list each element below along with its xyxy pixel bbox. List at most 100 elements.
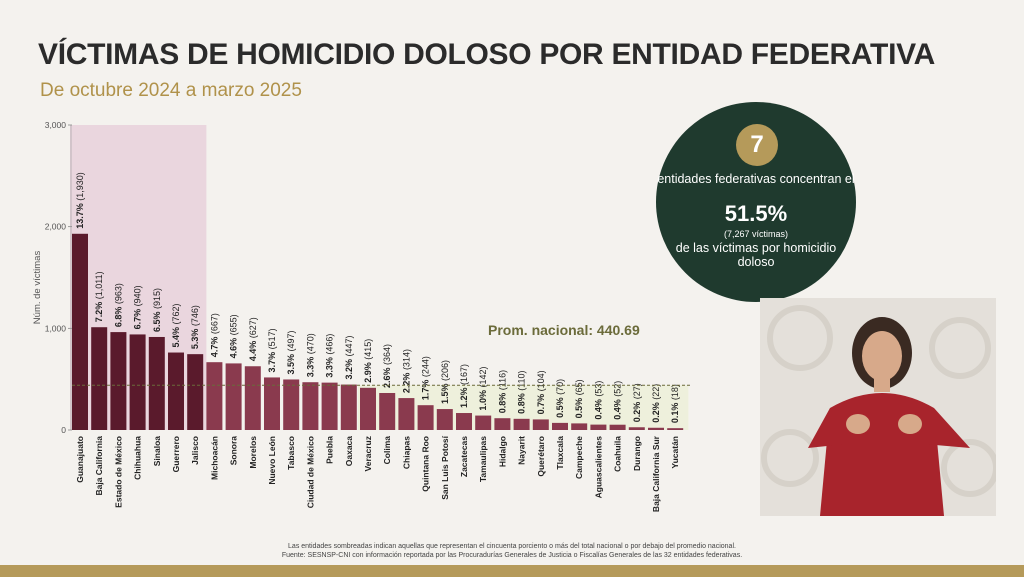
bar-value-label: 0.5% (70) xyxy=(555,379,565,418)
bar xyxy=(244,366,261,430)
x-category-label: Guerrero xyxy=(171,436,181,472)
bar-value-label: 2.6% (364) xyxy=(382,344,392,388)
callout-victims-note: (7,267 víctimas) xyxy=(723,229,789,239)
bar xyxy=(225,363,242,430)
x-category-label: Campeche xyxy=(574,436,584,479)
bar-value-label: 3.3% (470) xyxy=(305,333,315,377)
bar xyxy=(187,354,204,430)
bar xyxy=(360,387,376,430)
x-category-label: Baja California xyxy=(94,436,104,496)
x-category-label: Ciudad de México xyxy=(305,436,315,508)
x-category-label: Michoacán xyxy=(209,436,219,480)
y-tick-label: 3,000 xyxy=(45,120,67,130)
bar-value-label: 6.8% (963) xyxy=(113,283,123,327)
bar-value-label: 0.2% (22) xyxy=(651,384,661,423)
x-category-label: Colima xyxy=(382,436,392,465)
bar xyxy=(340,384,357,430)
bar xyxy=(609,424,626,430)
x-category-label: Hidalgo xyxy=(497,436,507,467)
bar xyxy=(475,415,492,430)
y-tick-label: 1,000 xyxy=(45,323,67,333)
bar-value-label: 1.2% (167) xyxy=(459,364,469,408)
x-category-label: Tlaxcala xyxy=(555,436,565,470)
page-subtitle: De octubre 2024 a marzo 2025 xyxy=(40,80,302,101)
bar xyxy=(590,424,607,430)
x-category-label: Oaxaca xyxy=(344,436,354,467)
bar-value-label: 0.7% (104) xyxy=(536,370,546,414)
x-category-label: Morelos xyxy=(248,436,258,469)
x-category-label: Guanajuato xyxy=(75,436,85,483)
bar-value-label: 3.2% (447) xyxy=(344,336,354,380)
x-category-label: Nayarit xyxy=(517,436,527,465)
bar-value-label: 4.7% (667) xyxy=(209,313,219,357)
bar xyxy=(436,409,453,430)
bar-value-label: 3.5% (497) xyxy=(286,330,296,374)
bar-value-label: 1.7% (244) xyxy=(421,356,431,400)
x-category-label: Tabasco xyxy=(286,436,296,470)
chart-footnote: Las entidades sombreadas indican aquella… xyxy=(0,542,1024,560)
callout-text-bottom: de las víctimas por homicidio doloso xyxy=(675,241,837,269)
bar xyxy=(302,382,319,430)
bar xyxy=(148,336,165,430)
bar xyxy=(264,377,280,430)
x-category-label: Puebla xyxy=(325,436,335,464)
bar xyxy=(110,332,127,430)
bar xyxy=(552,422,568,430)
bar xyxy=(206,362,223,430)
summary-callout: 7 entidades federativas concentran el 51… xyxy=(656,102,856,302)
x-category-label: Sonora xyxy=(229,436,239,466)
x-category-label: Jalisco xyxy=(190,436,200,465)
x-category-label: Baja California Sur xyxy=(651,435,661,512)
bar xyxy=(456,413,472,430)
x-category-label: Quintana Roo xyxy=(421,436,431,492)
y-tick-label: 2,000 xyxy=(45,222,67,232)
callout-percent: 51.5% xyxy=(724,201,788,226)
x-category-label: Estado de México xyxy=(113,436,123,508)
x-category-label: Coahuila xyxy=(613,436,623,472)
bar-value-label: 1.0% (142) xyxy=(478,367,488,411)
bar-value-label: 0.4% (53) xyxy=(593,381,603,420)
bar-value-label: 3.3% (466) xyxy=(325,334,335,378)
bar-value-label: 6.7% (940) xyxy=(133,285,143,329)
page-title: VÍCTIMAS DE HOMICIDIO DOLOSO POR ENTIDAD… xyxy=(38,38,935,71)
x-category-label: San Luis Potosí xyxy=(440,435,450,499)
average-label: Prom. nacional: 440.69 xyxy=(488,322,640,338)
bar-value-label: 4.6% (655) xyxy=(229,314,239,358)
x-category-label: Zacatecas xyxy=(459,436,469,477)
footnote-source: Fuente: SESNSP-CNI con información repor… xyxy=(281,552,743,559)
bar xyxy=(283,379,300,430)
x-category-label: Querétaro xyxy=(536,436,546,477)
bar xyxy=(417,405,434,430)
x-category-label: Veracruz xyxy=(363,436,373,471)
x-category-label: Chihuahua xyxy=(133,436,143,480)
bar-value-label: 0.8% (110) xyxy=(517,370,527,413)
bar-value-label: 0.4% (52) xyxy=(613,381,623,420)
bar xyxy=(513,418,530,430)
bottom-decorative-bar xyxy=(0,565,1024,577)
bar xyxy=(494,418,511,430)
bar xyxy=(379,392,396,430)
x-category-label: Yucatán xyxy=(670,436,680,469)
bar-value-label: 2.2% (314) xyxy=(401,349,411,393)
bar xyxy=(321,382,338,430)
x-category-label: Aguascalientes xyxy=(593,436,603,499)
bar-value-label: 0.1% (18) xyxy=(670,384,680,423)
bar-value-label: 5.4% (762) xyxy=(171,303,181,347)
y-tick-label: 0 xyxy=(61,425,66,435)
bar xyxy=(91,327,108,430)
x-category-label: Durango xyxy=(632,436,642,471)
bar-value-label: 7.2% (1,011) xyxy=(94,271,104,322)
bar-value-label: 1.5% (206) xyxy=(440,360,450,404)
y-axis-title: Núm. de víctimas xyxy=(32,251,43,325)
homicide-bar-chart: 0 1,000 2,000 3,000 Núm. de víctimas 13.7% (1… xyxy=(32,120,691,512)
bar-value-label: 6.5% (915) xyxy=(152,288,162,332)
x-category-label: Chiapas xyxy=(401,436,411,469)
interpreter-figure xyxy=(760,298,996,516)
bar xyxy=(398,398,415,430)
bar-value-label: 13.7% (1,930) xyxy=(75,172,85,229)
bar xyxy=(571,423,588,430)
callout-text-top: entidades federativas concentran el xyxy=(657,172,855,186)
bar xyxy=(129,334,146,430)
x-category-label: Sinaloa xyxy=(152,436,162,467)
bar xyxy=(667,428,684,430)
